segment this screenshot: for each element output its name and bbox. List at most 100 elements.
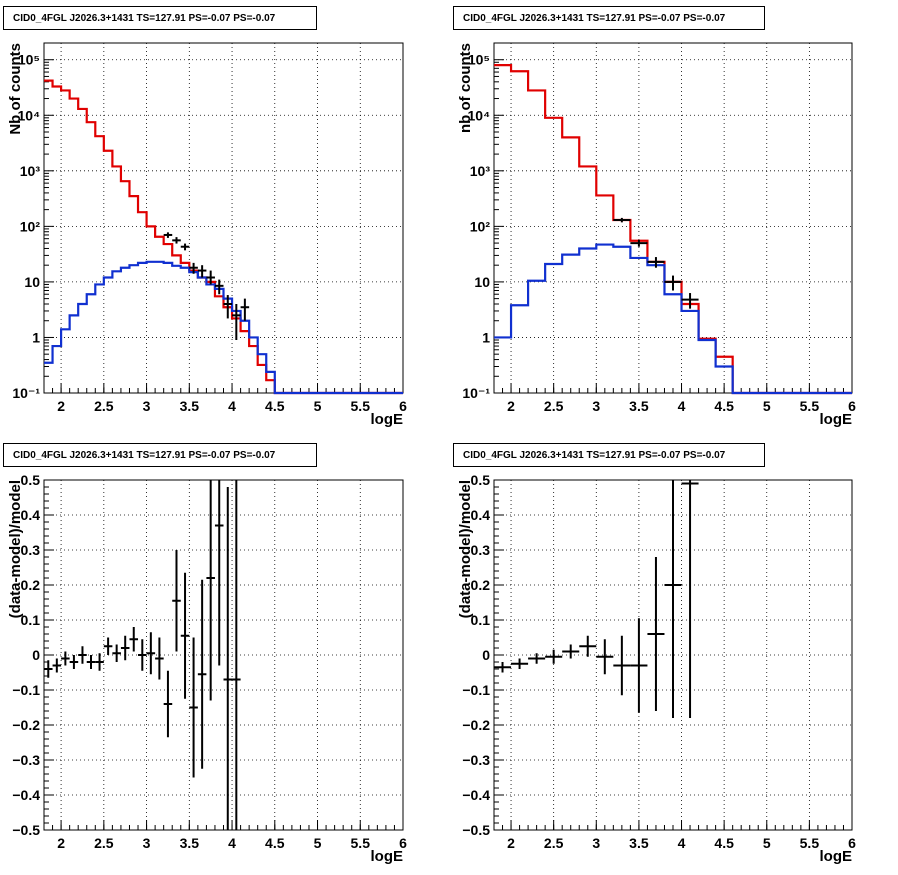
- y-tick-label: 10⁴: [468, 107, 491, 123]
- y-tick-label: 0.3: [471, 542, 491, 558]
- residual-points: [494, 480, 699, 718]
- x-axis-title: logE: [371, 848, 404, 865]
- y-tick-label: −0.3: [462, 752, 490, 768]
- data-point: [189, 262, 198, 274]
- y-tick-label: 0.1: [471, 612, 491, 628]
- y-tick-label: 10⁻¹: [462, 385, 490, 401]
- residual-point: [120, 635, 130, 661]
- residual-point: [579, 635, 597, 657]
- x-tick-label: 3.5: [180, 835, 200, 851]
- y-tick-label: 10³: [470, 163, 491, 179]
- residual-point: [180, 572, 190, 699]
- y-tick-label: 10³: [20, 163, 41, 179]
- residual-point: [681, 480, 699, 718]
- y-tick-label: −0.5: [12, 822, 40, 838]
- x-tick-label: 3.5: [629, 835, 649, 851]
- residual-point: [647, 557, 665, 711]
- residual-point: [630, 618, 648, 713]
- plot-frame: [43, 479, 404, 831]
- residual-point: [69, 655, 79, 669]
- residual-point: [44, 660, 53, 678]
- residual-point: [562, 644, 580, 659]
- residual-point: [189, 637, 198, 778]
- x-tick-label: 4: [678, 398, 686, 414]
- y-tick-label: 10⁵: [18, 52, 40, 68]
- x-tick-label: 2: [507, 835, 515, 851]
- x-tick-label: 2.5: [544, 835, 564, 851]
- x-tick-label: 5: [314, 835, 322, 851]
- x-tick-label: 3: [592, 398, 600, 414]
- y-tick-label: 0: [32, 647, 40, 663]
- plot-frame: [493, 42, 853, 394]
- histogram-series-2: [494, 243, 852, 395]
- x-axis-title: logE: [371, 411, 404, 428]
- residual-point: [172, 550, 181, 652]
- x-tick-label: 4: [678, 835, 686, 851]
- y-tick-label: 0.5: [471, 472, 491, 488]
- residual-point: [86, 655, 96, 669]
- histogram-series-1: [494, 64, 852, 395]
- x-tick-label: 2.5: [94, 398, 114, 414]
- residual-point: [511, 658, 529, 669]
- chart-panel-3: CID0_4FGL J2026.3+1431 TS=127.91 PS=-0.0…: [3, 443, 407, 865]
- data-point: [613, 217, 631, 223]
- data-point: [163, 232, 173, 238]
- residual-point: [494, 662, 512, 673]
- residual-point: [197, 579, 207, 769]
- x-tick-label: 3: [592, 835, 600, 851]
- x-tick-label: 4.5: [265, 398, 285, 414]
- residual-point: [206, 480, 215, 701]
- residual-point: [545, 649, 563, 664]
- y-axis-title: (data-model)/model: [7, 480, 24, 618]
- y-tick-label: 0.4: [471, 507, 491, 523]
- residual-point: [163, 670, 173, 738]
- x-tick-label: 3: [143, 398, 151, 414]
- residual-point: [613, 635, 631, 696]
- residual-point: [129, 627, 139, 652]
- chart-title: CID0_4FGL J2026.3+1431 TS=127.91 PS=-0.0…: [13, 450, 276, 461]
- x-tick-label: 3: [143, 835, 151, 851]
- residual-point: [223, 487, 233, 830]
- data-point: [630, 239, 648, 247]
- x-tick-label: 5: [763, 835, 771, 851]
- y-tick-label: 10⁵: [468, 52, 490, 68]
- y-tick-label: −0.2: [12, 717, 40, 733]
- y-tick-label: 0.1: [21, 612, 41, 628]
- data-point: [681, 293, 699, 309]
- y-axis-title: (data-model)/model: [457, 480, 474, 618]
- title-box: [3, 6, 317, 30]
- y-tick-label: −0.5: [462, 822, 490, 838]
- x-tick-label: 5.5: [800, 835, 820, 851]
- y-tick-label: −0.1: [462, 682, 490, 698]
- y-tick-label: −0.1: [12, 682, 40, 698]
- x-tick-label: 4: [228, 398, 236, 414]
- chart-panel-1: CID0_4FGL J2026.3+1431 TS=127.91 PS=-0.0…: [3, 6, 407, 428]
- y-tick-label: −0.4: [12, 787, 40, 803]
- x-tick-label: 6: [848, 398, 856, 414]
- histogram-series-1: [44, 79, 403, 395]
- chart-title: CID0_4FGL J2026.3+1431 TS=127.91 PS=-0.0…: [463, 450, 726, 461]
- x-tick-label: 3.5: [629, 398, 649, 414]
- x-tick-label: 5.5: [800, 398, 820, 414]
- y-tick-label: 0: [482, 647, 490, 663]
- x-tick-label: 2: [57, 398, 65, 414]
- x-tick-label: 6: [399, 398, 407, 414]
- histogram-series-2: [44, 260, 403, 395]
- title-box: [453, 443, 765, 467]
- y-tick-label: 10: [474, 274, 490, 290]
- plot-frame: [43, 42, 404, 394]
- data-point: [647, 257, 665, 268]
- y-tick-label: −0.2: [462, 717, 490, 733]
- data-point: [232, 304, 241, 340]
- x-tick-label: 2: [507, 398, 515, 414]
- residual-point: [596, 639, 614, 675]
- data-point: [240, 298, 250, 321]
- y-axis-title: Nb of counts: [7, 43, 24, 135]
- x-tick-label: 5.5: [351, 835, 371, 851]
- chart-panel-2: CID0_4FGL J2026.3+1431 TS=127.91 PS=-0.0…: [453, 6, 856, 428]
- data-point: [214, 279, 224, 295]
- data-point: [172, 237, 181, 244]
- x-tick-label: 3.5: [180, 398, 200, 414]
- residual-point: [112, 644, 121, 662]
